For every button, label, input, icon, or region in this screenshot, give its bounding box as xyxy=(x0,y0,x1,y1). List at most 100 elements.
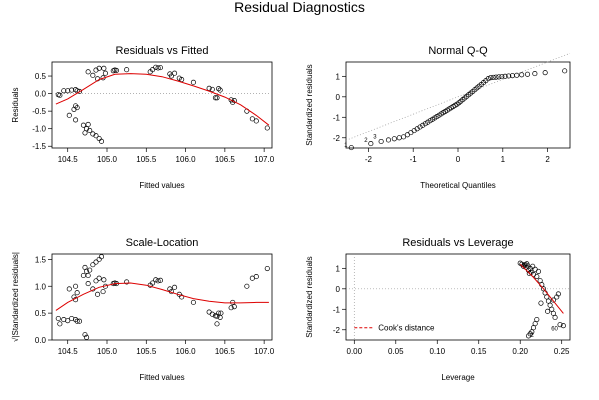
p0-point-1 xyxy=(57,92,63,98)
p2-point-58 xyxy=(82,332,88,338)
p3-title: Residuals vs Leverage xyxy=(402,237,513,249)
p2-point-36 xyxy=(153,277,159,283)
p3-point-26 xyxy=(534,316,540,323)
p1-point-8 xyxy=(408,130,414,136)
p2-point-19 xyxy=(93,259,99,265)
p3-point-12 xyxy=(534,273,540,280)
p0-point-23 xyxy=(90,72,96,78)
p0-point-4 xyxy=(69,87,75,93)
p1-point-1 xyxy=(368,141,374,147)
p1-ytick-label-3: 1 xyxy=(336,72,341,81)
p0-xtick-label-3: 106.0 xyxy=(176,155,197,164)
p3-point-14 xyxy=(537,278,543,284)
p0-point-49 xyxy=(216,86,222,92)
p2-point-48 xyxy=(214,313,220,319)
p0-point-46 xyxy=(209,86,215,92)
p2-point-46 xyxy=(209,311,215,317)
p2-point-38 xyxy=(157,277,163,283)
p0-xtick-label-5: 107.0 xyxy=(254,155,275,164)
p2-point-6 xyxy=(74,318,80,324)
p2-point-21 xyxy=(98,254,105,260)
p1-xtick-label-1: -1 xyxy=(410,155,418,164)
p2-point-59 xyxy=(84,334,90,340)
p0-point-29 xyxy=(102,70,108,76)
p2-point-15 xyxy=(84,268,90,274)
panel-2: Scale-Location 104.5 105.0 105.5 106.0 106.5 1… xyxy=(11,237,275,382)
p0-point-44 xyxy=(190,79,196,85)
p1-point-label-2: 3 xyxy=(373,134,377,140)
p0-point-45 xyxy=(206,85,212,91)
p3-point-label-0: 6 xyxy=(551,327,555,333)
p3-legend-label: Cook's distance xyxy=(378,324,435,333)
p2-point-56 xyxy=(253,274,259,280)
p1-point-11 xyxy=(417,124,423,130)
p0-point-50 xyxy=(217,87,223,93)
p3-point-label-1: 0 xyxy=(555,327,559,333)
p2-point-60 xyxy=(214,321,220,327)
p1-xtick-label-3: 1 xyxy=(501,155,506,164)
p2-xtick-label-5: 107.0 xyxy=(254,347,275,356)
p2-point-22 xyxy=(85,281,91,287)
p3-ytick-label-3: 1 xyxy=(336,264,341,273)
p2-xtick-label-3: 106.0 xyxy=(176,347,197,356)
p3-point-24 xyxy=(554,294,560,300)
p3-point-9 xyxy=(530,263,536,269)
p2-point-61 xyxy=(218,310,224,316)
p3-point-34 xyxy=(526,270,532,277)
p3-xtick-label-2: 0.10 xyxy=(429,347,445,356)
p0-ytick-label-3: 0.0 xyxy=(35,90,47,99)
p2-point-57 xyxy=(264,265,270,272)
p3-xlabel: Leverage xyxy=(441,373,475,382)
p2-frame xyxy=(51,253,273,341)
p1-xlabel: Theoretical Quantiles xyxy=(420,181,496,190)
p2-point-35 xyxy=(150,280,156,286)
p2-xtick-label-4: 106.5 xyxy=(215,347,236,356)
p2-point-44 xyxy=(190,299,196,305)
p0-point-10 xyxy=(73,103,79,109)
p3-point-23 xyxy=(552,314,558,321)
p0-point-13 xyxy=(80,122,86,128)
p2-xtick-label-1: 105.0 xyxy=(97,347,118,356)
p0-title: Residuals vs Fitted xyxy=(116,45,209,57)
p1-point-3 xyxy=(385,137,392,143)
p1-point-46 xyxy=(493,74,499,80)
p0-point-8 xyxy=(66,112,72,118)
p3-point-22 xyxy=(550,310,556,316)
p2-point-13 xyxy=(80,272,86,279)
p1-point-4 xyxy=(391,136,397,142)
p2-xlabel: Fitted values xyxy=(139,373,184,382)
p1-point-2 xyxy=(378,138,384,145)
p2-xtick-label-2: 105.5 xyxy=(136,347,157,356)
p3-smooth-line xyxy=(519,263,564,314)
p0-ytick-label-0: -1.5 xyxy=(32,142,46,151)
p0-xtick-label-1: 105.0 xyxy=(97,155,118,164)
p1-point-12 xyxy=(420,122,426,128)
p0-point-57 xyxy=(264,125,270,131)
p0-xlabel: Fitted values xyxy=(139,181,184,190)
p3-point-35 xyxy=(538,300,544,306)
p0-point-56 xyxy=(253,118,259,124)
p2-point-18 xyxy=(90,262,96,268)
p3-point-20 xyxy=(547,302,553,308)
p0-point-41 xyxy=(172,70,178,76)
p0-frame xyxy=(51,61,273,149)
p0-ytick-label-1: -1.0 xyxy=(32,125,46,134)
p2-point-24 xyxy=(93,278,99,284)
p0-point-7 xyxy=(76,88,83,95)
p3-ytick-label-2: 0 xyxy=(336,285,341,294)
p0-point-2 xyxy=(61,88,67,94)
p2-ytick-label-3: 1.5 xyxy=(35,255,47,264)
p1-point-5 xyxy=(396,135,402,141)
p1-point-label-1: 2 xyxy=(364,138,368,144)
p1-point-10 xyxy=(414,126,420,132)
p2-point-1 xyxy=(57,321,63,327)
p0-point-11 xyxy=(74,105,80,111)
p1-point-56 xyxy=(542,70,548,76)
p3-point-37 xyxy=(550,297,556,303)
p2-point-26 xyxy=(95,291,101,297)
p1-point-label-0: 1 xyxy=(344,143,348,149)
p0-point-33 xyxy=(124,67,130,73)
p2-point-37 xyxy=(155,278,161,284)
p2-point-49 xyxy=(216,310,222,316)
p0-point-38 xyxy=(157,65,163,71)
